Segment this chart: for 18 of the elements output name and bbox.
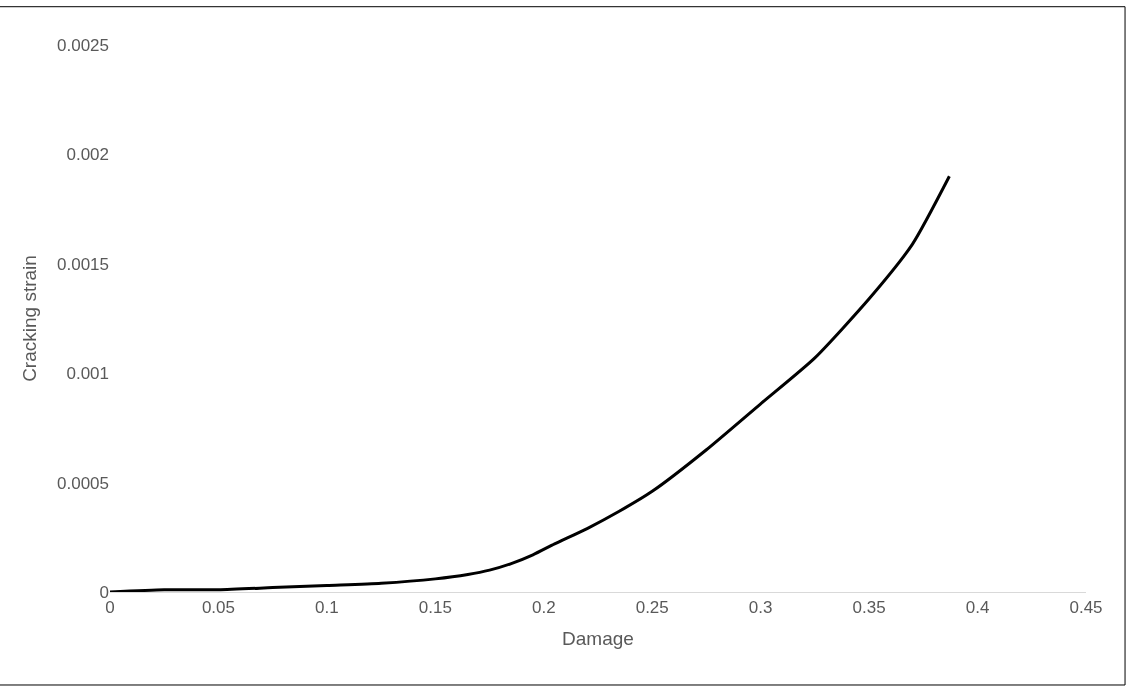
x-tick-label: 0.35 — [852, 598, 886, 618]
y-tick-label: 0.002 — [66, 145, 109, 165]
y-tick-label: 0.0005 — [57, 473, 109, 493]
y-tick-label: 0.0025 — [57, 35, 109, 55]
x-tick-label: 0.4 — [965, 598, 990, 618]
y-tick-label: 0.001 — [66, 364, 109, 384]
y-tick-label: 0.0015 — [57, 254, 109, 274]
x-axis-title: Damage — [562, 628, 634, 650]
x-tick-label: 0.25 — [635, 598, 669, 618]
x-tick-label: 0.1 — [315, 598, 339, 618]
y-tick-label: 0 — [99, 582, 109, 602]
x-tick-label: 0.2 — [531, 598, 556, 618]
x-tick-label: 0.3 — [748, 598, 773, 618]
x-tick-label: 0.45 — [1069, 598, 1103, 618]
line-series — [110, 174, 951, 592]
x-tick-label: 0.15 — [418, 598, 452, 618]
y-axis-title: Cracking strain — [18, 255, 40, 382]
x-tick-label: 0.05 — [201, 598, 235, 618]
